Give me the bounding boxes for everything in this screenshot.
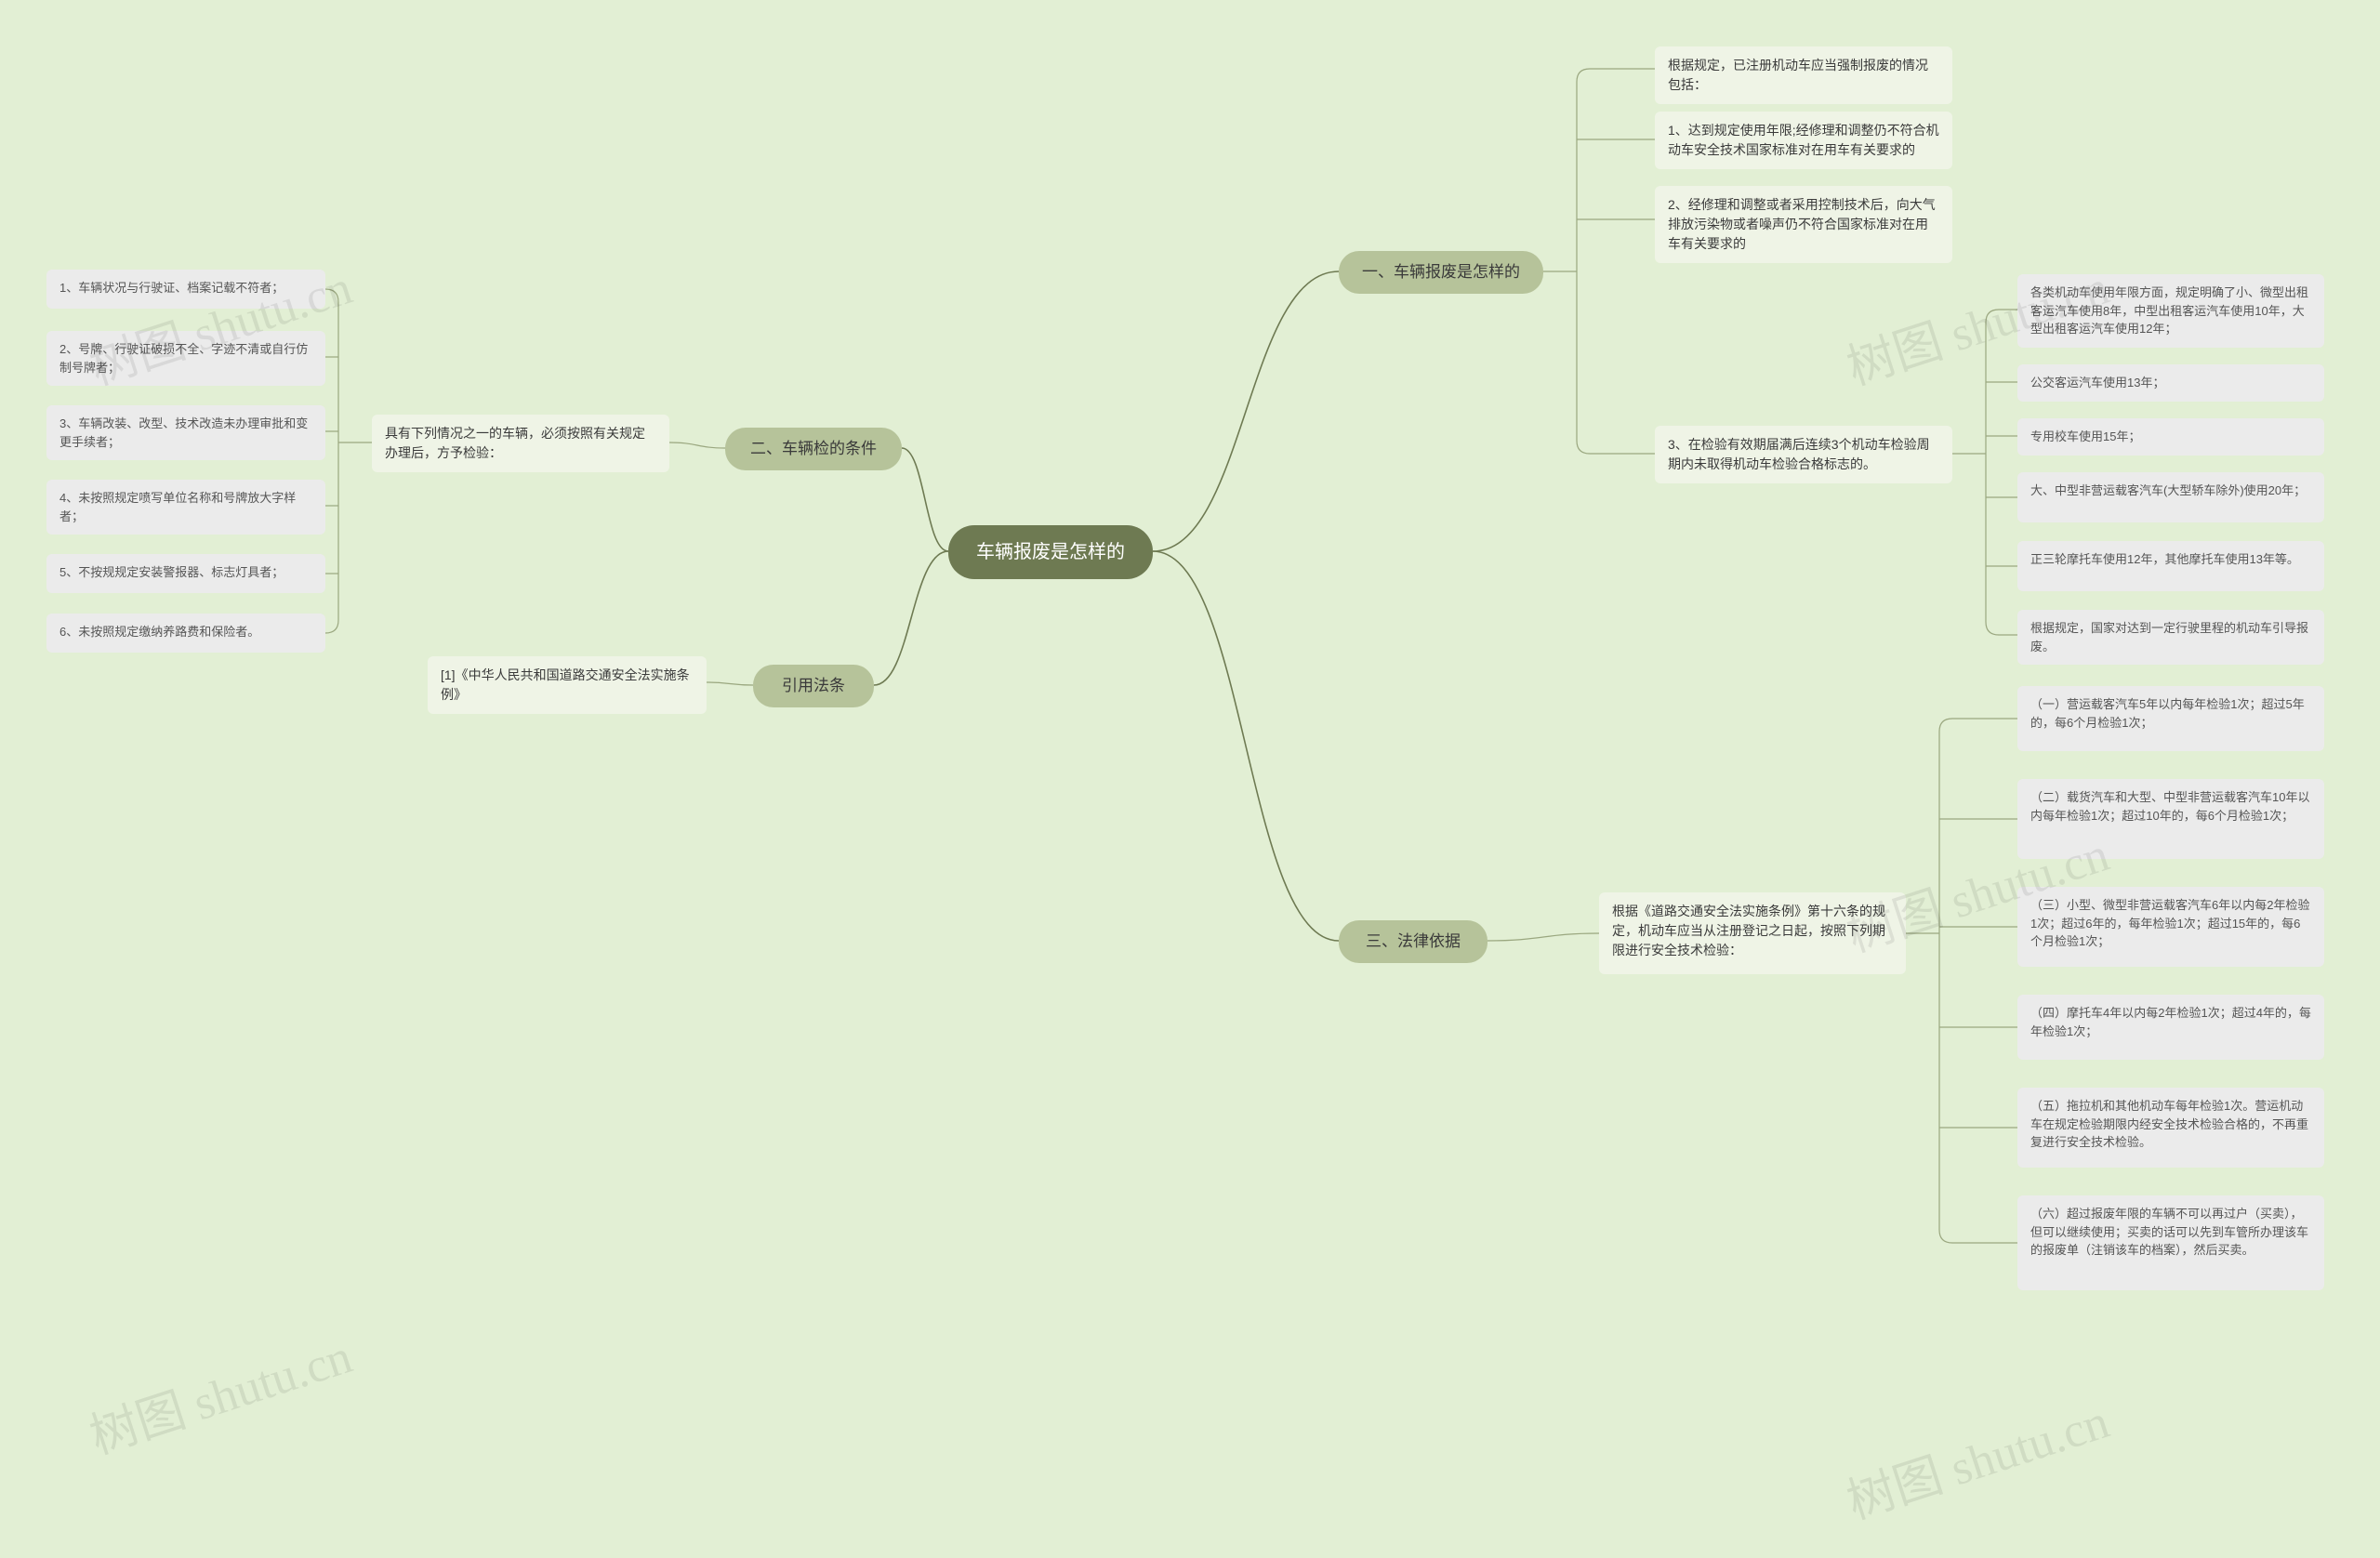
leaf-right-0-3-0: 各类机动车使用年限方面，规定明确了小、微型出租客运汽车使用8年，中型出租客运汽车… <box>2017 274 2324 348</box>
root-node: 车辆报废是怎样的 <box>948 525 1153 579</box>
branch-left-1: 引用法条 <box>753 665 874 707</box>
leaf-right-0-3-4: 正三轮摩托车使用12年，其他摩托车使用13年等。 <box>2017 541 2324 591</box>
leaf-right-0-3-2: 专用校车使用15年； <box>2017 418 2324 456</box>
branch-right-1: 三、法律依据 <box>1339 920 1488 963</box>
sub-right-1-0: 根据《道路交通安全法实施条例》第十六条的规定，机动车应当从注册登记之日起，按照下… <box>1599 892 1906 974</box>
mindmap-canvas: 车辆报废是怎样的 一、车辆报废是怎样的 根据规定，已注册机动车应当强制报废的情况包括… <box>0 0 2380 1558</box>
leaf-left-0-0-2: 3、车辆改装、改型、技术改造未办理审批和变更手续者； <box>46 405 325 460</box>
leaf-left-0-0-4: 5、不按规规定安装警报器、标志灯具者； <box>46 554 325 593</box>
leaf-right-0-3-1: 公交客运汽车使用13年； <box>2017 364 2324 402</box>
leaf-right-1-0-0: （一）营运载客汽车5年以内每年检验1次；超过5年的，每6个月检验1次； <box>2017 686 2324 751</box>
sub-right-0-0: 根据规定，已注册机动车应当强制报废的情况包括： <box>1655 46 1952 104</box>
leaf-right-0-3-5: 根据规定，国家对达到一定行驶里程的机动车引导报废。 <box>2017 610 2324 665</box>
sub-left-1-0: [1]《中华人民共和国道路交通安全法实施条例》 <box>428 656 707 714</box>
leaf-right-0-3-3: 大、中型非营运载客汽车(大型轿车除外)使用20年； <box>2017 472 2324 522</box>
sub-right-0-1: 1、达到规定使用年限;经修理和调整仍不符合机动车安全技术国家标准对在用车有关要求… <box>1655 112 1952 169</box>
leaf-right-1-0-2: （三）小型、微型非营运载客汽车6年以内每2年检验1次；超过6年的，每年检验1次；… <box>2017 887 2324 967</box>
leaf-right-1-0-4: （五）拖拉机和其他机动车每年检验1次。营运机动车在规定检验期限内经安全技术检验合… <box>2017 1088 2324 1168</box>
leaf-left-0-0-1: 2、号牌、行驶证破损不全、字迹不清或自行仿制号牌者； <box>46 331 325 386</box>
leaf-right-1-0-1: （二）载货汽车和大型、中型非营运载客汽车10年以内每年检验1次；超过10年的，每… <box>2017 779 2324 859</box>
leaf-left-0-0-3: 4、未按照规定喷写单位名称和号牌放大字样者； <box>46 480 325 535</box>
leaf-left-0-0-5: 6、未按照规定缴纳养路费和保险者。 <box>46 614 325 653</box>
branch-left-0: 二、车辆检的条件 <box>725 428 902 470</box>
sub-right-0-3: 3、在检验有效期届满后连续3个机动车检验周期内未取得机动车检验合格标志的。 <box>1655 426 1952 483</box>
leaf-left-0-0-0: 1、车辆状况与行驶证、档案记载不符者； <box>46 270 325 309</box>
branch-right-0: 一、车辆报废是怎样的 <box>1339 251 1543 294</box>
sub-right-0-2: 2、经修理和调整或者采用控制技术后，向大气排放污染物或者噪声仍不符合国家标准对在… <box>1655 186 1952 263</box>
leaf-right-1-0-5: （六）超过报废年限的车辆不可以再过户（买卖），但可以继续使用；买卖的话可以先到车… <box>2017 1195 2324 1290</box>
leaf-right-1-0-3: （四）摩托车4年以内每2年检验1次；超过4年的，每年检验1次； <box>2017 995 2324 1060</box>
sub-left-0-0: 具有下列情况之一的车辆，必须按照有关规定办理后，方予检验： <box>372 415 669 472</box>
